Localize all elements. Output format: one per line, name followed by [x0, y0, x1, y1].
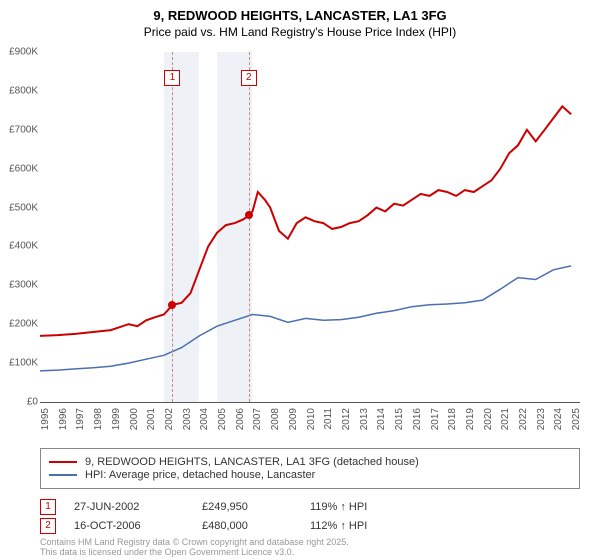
x-tick-label: 2009: [288, 408, 299, 430]
x-tick-label: 2007: [252, 408, 263, 430]
transactions-table: 1 27-JUN-2002 £249,950 119% ↑ HPI 2 16-OCT-20…: [40, 496, 580, 537]
sale-marker-box: 1: [164, 70, 180, 86]
x-tick-label: 2004: [199, 408, 210, 430]
footer-attribution: Contains HM Land Registry data © Crown c…: [40, 538, 349, 558]
y-tick-label: £200K: [0, 319, 38, 330]
legend-label: HPI: Average price, detached house, Lanc…: [85, 469, 315, 481]
x-tick-label: 2000: [129, 408, 140, 430]
y-tick-label: £700K: [0, 124, 38, 135]
x-tick-label: 2012: [341, 408, 352, 430]
y-tick-label: £100K: [0, 358, 38, 369]
x-tick-label: 1995: [40, 408, 51, 430]
x-tick-label: 2023: [536, 408, 547, 430]
sale-marker-dot: [245, 211, 253, 219]
x-tick-label: 2005: [217, 408, 228, 430]
x-tick-label: 2001: [146, 408, 157, 430]
y-tick-label: £300K: [0, 280, 38, 291]
y-tick-label: £400K: [0, 241, 38, 252]
x-tick-label: 2022: [518, 408, 529, 430]
x-tick-label: 1996: [58, 408, 69, 430]
transaction-row: 1 27-JUN-2002 £249,950 119% ↑ HPI: [40, 499, 580, 515]
title-line1: 9, REDWOOD HEIGHTS, LANCASTER, LA1 3FG: [0, 8, 600, 23]
x-tick-label: 2002: [164, 408, 175, 430]
y-tick-label: £800K: [0, 85, 38, 96]
transaction-marker: 1: [40, 499, 56, 515]
y-tick-label: £0: [0, 397, 38, 408]
x-tick-label: 2003: [182, 408, 193, 430]
legend: 9, REDWOOD HEIGHTS, LANCASTER, LA1 3FG (…: [40, 448, 580, 489]
chart-title: 9, REDWOOD HEIGHTS, LANCASTER, LA1 3FG P…: [0, 0, 600, 39]
x-tick-label: 2008: [270, 408, 281, 430]
legend-label: 9, REDWOOD HEIGHTS, LANCASTER, LA1 3FG (…: [85, 456, 419, 468]
transaction-price: £480,000: [202, 520, 292, 532]
y-tick-label: £500K: [0, 202, 38, 213]
x-tick-label: 2016: [412, 408, 423, 430]
legend-item: HPI: Average price, detached house, Lanc…: [49, 469, 571, 481]
chart-plot-area: £0£100K£200K£300K£400K£500K£600K£700K£80…: [40, 52, 580, 403]
x-tick-label: 2019: [465, 408, 476, 430]
x-tick-label: 1997: [75, 408, 86, 430]
transaction-price: £249,950: [202, 501, 292, 513]
x-tick-label: 2010: [306, 408, 317, 430]
series-line-red: [40, 106, 571, 336]
x-tick-label: 2018: [447, 408, 458, 430]
x-axis: 1995 1996 1997 1998 1999 2000 2001 2002 2003 2004…: [40, 404, 580, 444]
x-tick-label: 2015: [394, 408, 405, 430]
series-line-blue: [40, 266, 571, 371]
y-tick-label: £900K: [0, 47, 38, 58]
sale-marker-dot: [168, 301, 176, 309]
x-tick-label: 1999: [111, 408, 122, 430]
transaction-marker: 2: [40, 518, 56, 534]
x-tick-label: 2025: [571, 408, 582, 430]
x-tick-label: 2014: [376, 408, 387, 430]
transaction-date: 27-JUN-2002: [74, 501, 184, 513]
x-tick-label: 2011: [323, 408, 334, 430]
transaction-hpi: 119% ↑ HPI: [310, 501, 410, 513]
legend-swatch: [49, 461, 77, 463]
x-tick-label: 2024: [553, 408, 564, 430]
footer-line2: This data is licensed under the Open Gov…: [40, 548, 349, 558]
y-tick-label: £600K: [0, 163, 38, 174]
legend-item: 9, REDWOOD HEIGHTS, LANCASTER, LA1 3FG (…: [49, 456, 571, 468]
transaction-row: 2 16-OCT-2006 £480,000 112% ↑ HPI: [40, 518, 580, 534]
x-tick-label: 2006: [235, 408, 246, 430]
chart-lines-svg: [40, 52, 580, 402]
x-tick-label: 1998: [93, 408, 104, 430]
legend-swatch: [49, 474, 77, 476]
x-tick-label: 2017: [430, 408, 441, 430]
sale-marker-line: [249, 52, 250, 402]
sale-marker-box: 2: [241, 70, 257, 86]
title-line2: Price paid vs. HM Land Registry's House …: [0, 25, 600, 39]
x-tick-label: 2013: [359, 408, 370, 430]
sale-marker-line: [172, 52, 173, 402]
transaction-hpi: 112% ↑ HPI: [310, 520, 410, 532]
x-tick-label: 2020: [483, 408, 494, 430]
x-tick-label: 2021: [500, 408, 511, 430]
transaction-date: 16-OCT-2006: [74, 520, 184, 532]
